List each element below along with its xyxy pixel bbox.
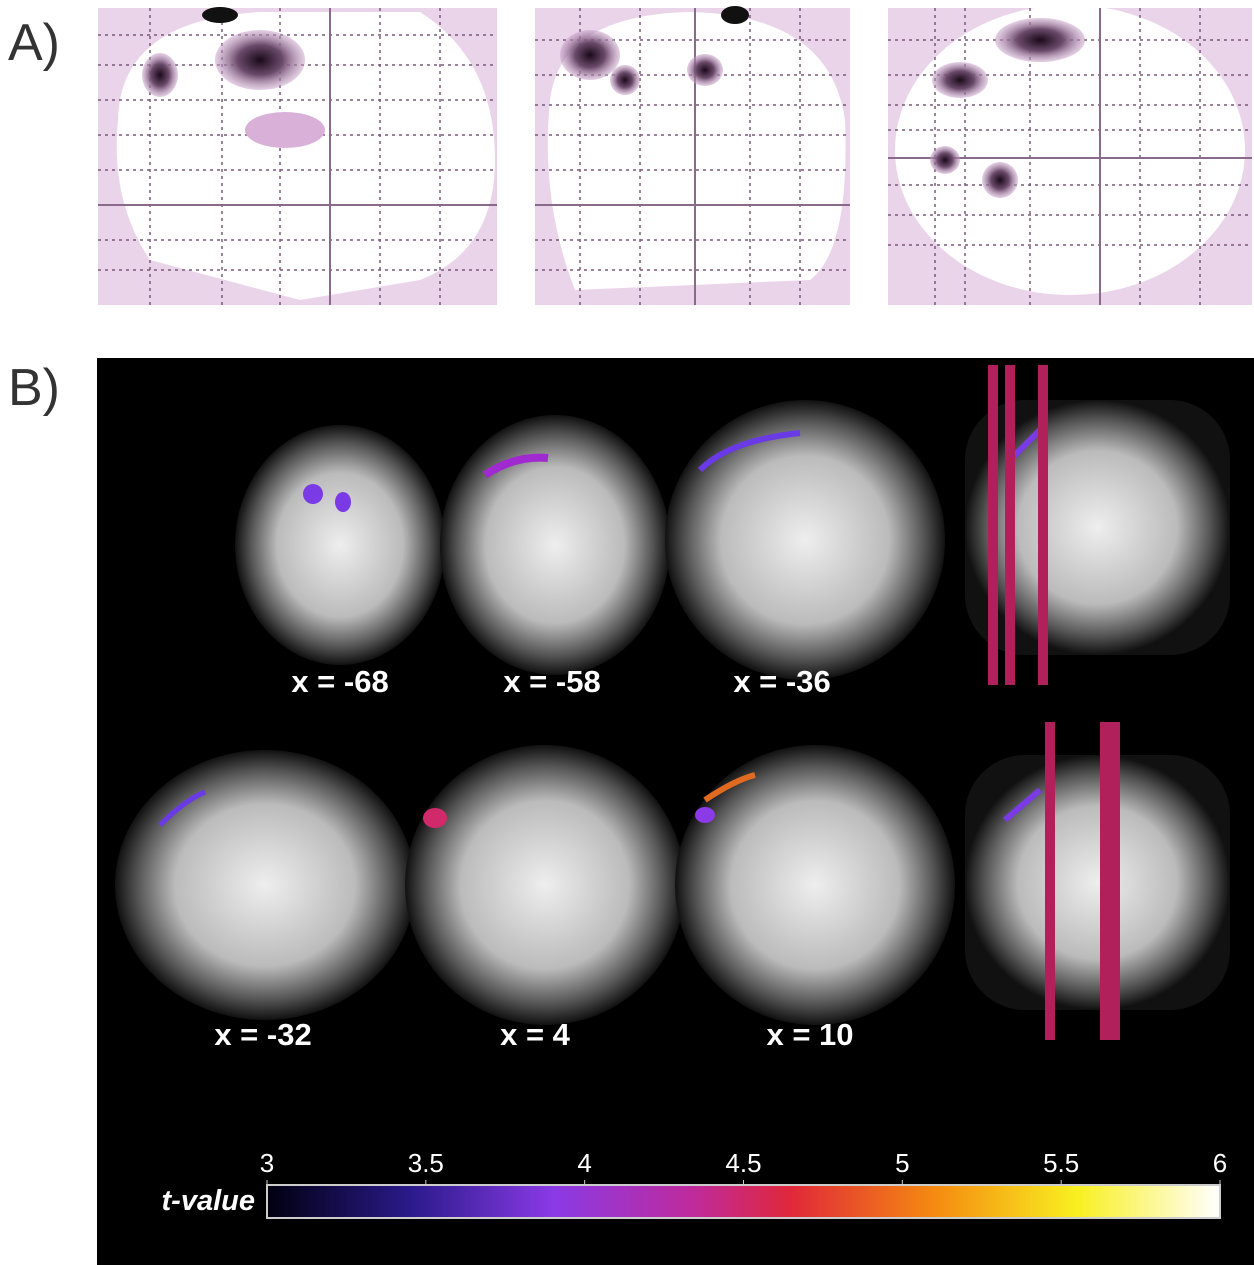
colorbar-tick-label: 4 <box>577 1148 591 1178</box>
colorbar-label: t-value <box>162 1185 255 1217</box>
colorbar-tick-label: 6 <box>1213 1148 1227 1178</box>
colorbar-tick-label: 3.5 <box>408 1148 444 1178</box>
slice-label: x = -36 <box>733 664 830 699</box>
figure: A) B) x = -68 x = -58 x = -36 x = -32 x … <box>0 0 1254 1265</box>
colorbar-tick-label: 5 <box>895 1148 909 1178</box>
slice-label: x = 10 <box>766 1017 853 1052</box>
slice-label: x = 4 <box>500 1017 571 1052</box>
glass-brain-sagittal <box>98 7 497 305</box>
slice-label: x = -32 <box>214 1017 311 1052</box>
slice-label: x = -68 <box>291 664 388 699</box>
glass-brain-axial <box>888 5 1252 305</box>
slice-label: x = -58 <box>503 664 600 699</box>
colorbar-tick-label: 3 <box>260 1148 274 1178</box>
colorbar-tick-label: 5.5 <box>1043 1148 1079 1178</box>
glass-brain-coronal <box>535 6 850 305</box>
colorbar-tick-label: 4.5 <box>725 1148 761 1178</box>
panel-label: A) <box>8 14 60 72</box>
panel-label: B) <box>8 359 60 417</box>
colorbar <box>267 1185 1220 1218</box>
